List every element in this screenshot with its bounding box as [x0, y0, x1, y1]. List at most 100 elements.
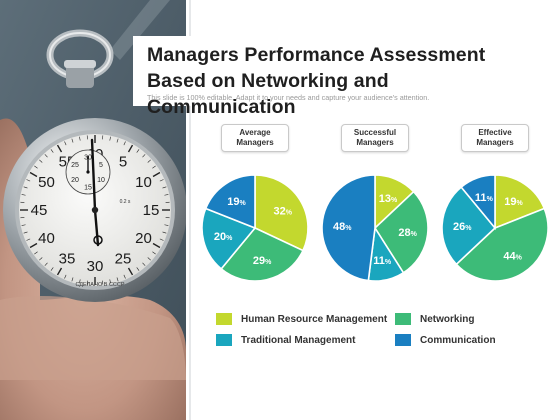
dial-tick: [71, 277, 74, 282]
subdial-number: 25: [71, 162, 79, 169]
dial-tick: [23, 186, 28, 189]
dial-tick: [71, 138, 74, 143]
dial-tick: [79, 136, 81, 141]
dial-number: 10: [135, 174, 152, 191]
dial-tick: [127, 267, 134, 276]
legend-item-networking: Networking: [395, 313, 474, 325]
dial-tick: [159, 238, 164, 241]
pie-slice-label: 32%: [274, 205, 293, 217]
pie-slice-label: 11%: [475, 192, 494, 204]
dial-tick: [29, 242, 38, 249]
pie-slice: [441, 186, 497, 266]
divider: [189, 0, 191, 420]
dial-tick: [56, 144, 63, 153]
dial-tick: [116, 138, 119, 143]
dial-number: 35: [59, 250, 76, 267]
pie-slice-label: 48%: [333, 221, 352, 233]
dial-tick: [56, 267, 63, 276]
dial-tick: [164, 194, 169, 196]
pie-slice: [254, 174, 309, 252]
dial-tick: [44, 262, 48, 266]
pie-slice: [321, 174, 376, 282]
dial-tick: [39, 257, 43, 261]
dial-number: 30: [87, 258, 104, 275]
dial-number: 20: [135, 230, 152, 247]
dial-tick: [162, 186, 167, 189]
dial-tick: [21, 194, 26, 196]
dial-number: 25: [115, 250, 132, 267]
dial-tick: [23, 231, 28, 234]
dial-tick: [162, 231, 167, 234]
pie-slice: [455, 207, 549, 282]
title-block: Managers Performance Assessment Based on…: [133, 36, 545, 118]
pie-slice-label: 44%: [503, 251, 522, 263]
dial-tick: [142, 154, 146, 158]
dial-mark: 0.2 s: [120, 199, 131, 205]
pie-slice: [494, 174, 546, 230]
dial-tick: [21, 224, 26, 226]
pie-slice-label: 11%: [373, 255, 392, 267]
dial-tick: [152, 242, 161, 249]
dial-number: 40: [38, 230, 55, 247]
dial-tick: [152, 171, 161, 178]
dial-tick: [142, 262, 146, 266]
page-title: Managers Performance Assessment Based on…: [147, 44, 486, 118]
brand-text: СДЕЛАНО В СССР: [75, 282, 124, 288]
dial-tick: [34, 251, 38, 255]
pie-slice-label: 19%: [227, 196, 246, 208]
subdial-number: 10: [97, 177, 105, 184]
dial-tick: [26, 238, 31, 241]
chart-title-average-managers: Average Managers: [221, 124, 289, 152]
dial-tick: [147, 159, 151, 163]
dial-tick: [109, 279, 111, 284]
legend-swatch-networking: [395, 313, 411, 325]
dial-number: 50: [38, 174, 55, 191]
dial-tick: [64, 274, 67, 279]
pie-slice-label: 13%: [379, 193, 398, 205]
legend-label-hrm: Human Resource Management: [241, 313, 388, 325]
legend-swatch-traditional: [216, 334, 232, 346]
pie-slice-label: 29%: [253, 255, 272, 267]
legend-swatch-communication: [395, 334, 411, 346]
dial-tick: [39, 159, 43, 163]
dial-tick: [50, 149, 54, 153]
pie-slice: [373, 190, 429, 274]
subdial-number: 15: [84, 185, 92, 192]
dial-tick: [116, 277, 119, 282]
dial-tick: [127, 144, 134, 153]
dial-number: 45: [31, 202, 48, 219]
legend-label-networking: Networking: [420, 313, 475, 325]
dial-tick: [123, 141, 126, 146]
subdial-number: 20: [71, 177, 79, 184]
dial-tick: [123, 274, 126, 279]
dial-tick: [34, 165, 38, 169]
pie-slice-label: 26%: [453, 221, 472, 233]
dial-number: 15: [143, 202, 160, 219]
pie-slice-label: 20%: [214, 231, 233, 243]
dial-numbers: 60510152025303540455055: [31, 146, 160, 275]
dial-tick: [159, 179, 164, 182]
legend-item-hrm: Human Resource Management: [216, 313, 387, 325]
dial-tick: [152, 251, 156, 255]
pie-slice-label: 28%: [398, 227, 417, 239]
dial-tick: [29, 171, 38, 178]
legend-label-communication: Communication: [420, 334, 496, 346]
legend-swatch-hrm: [216, 313, 232, 325]
dial-tick: [136, 149, 140, 153]
pie-slice: [460, 174, 496, 231]
dial-tick: [50, 267, 54, 271]
dial-tick: [79, 279, 81, 284]
legend-item-communication: Communication: [395, 334, 496, 346]
pie-slice: [204, 174, 256, 230]
dial-tick: [64, 141, 67, 146]
legend-item-traditional: Traditional Management: [216, 334, 355, 346]
dial-tick: [147, 257, 151, 261]
pie-slice-label: 19%: [504, 196, 523, 208]
dial-tick: [164, 224, 169, 226]
dial-number: 5: [119, 154, 127, 171]
dial-tick: [152, 165, 156, 169]
dial-ticks: [20, 135, 170, 285]
dial-tick: [136, 267, 140, 271]
chart-title-successful-managers: Successful Managers: [341, 124, 409, 152]
